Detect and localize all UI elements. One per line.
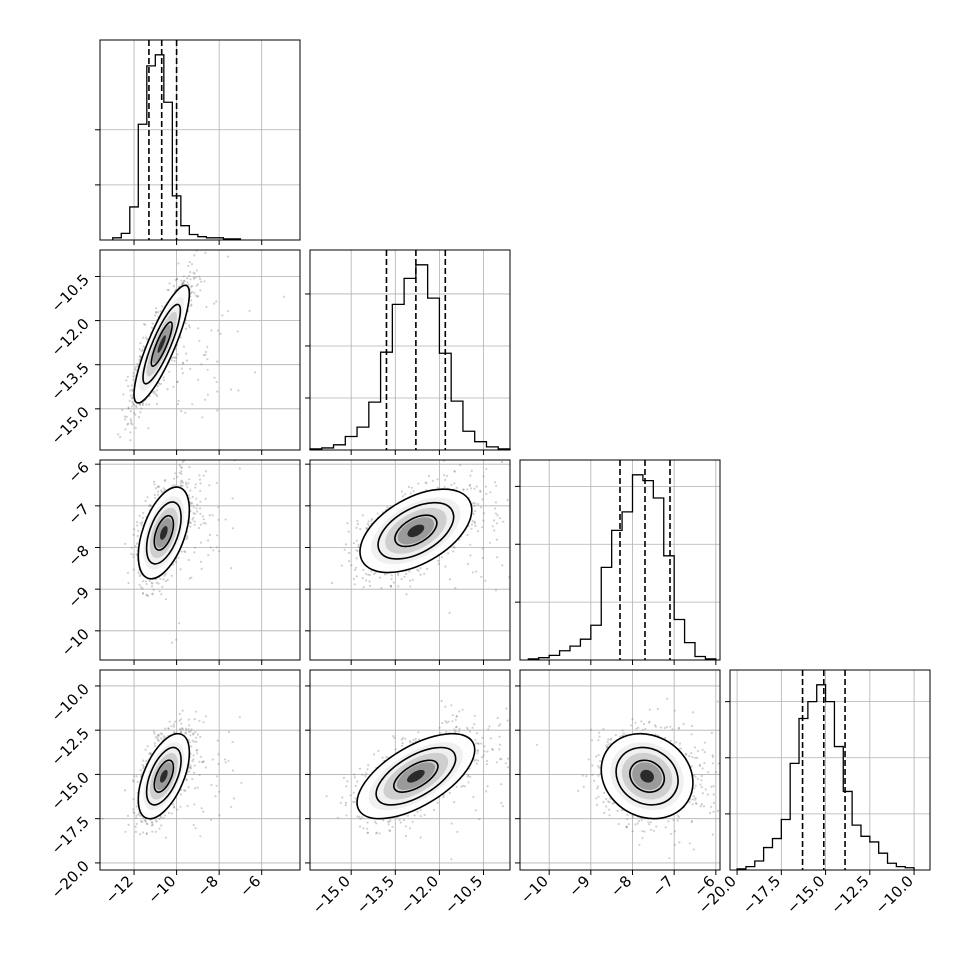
y-tick-label: −15.0 — [48, 769, 93, 814]
histogram-step — [528, 475, 716, 660]
y-tick-label: −6 — [64, 458, 92, 486]
x-tick-label: −10.0 — [872, 872, 917, 917]
x-tick-label: −12.0 — [397, 872, 442, 917]
histogram-panel-v3 — [515, 460, 720, 665]
x-tick-label: −8 — [607, 872, 635, 900]
y-tick-label: −9 — [64, 583, 92, 611]
density-content — [124, 446, 241, 644]
density-panel-v2-v3 — [281, 452, 587, 665]
density-panel-v3-v4: −10−9−8−7−6 — [515, 670, 787, 907]
x-tick-label: −10.5 — [441, 872, 486, 917]
histogram-panel-v2 — [305, 250, 510, 455]
y-tick-label: −15.0 — [48, 403, 93, 448]
density-panel-v1-v3: −10 −9 −8 −7 −6 — [58, 446, 300, 665]
y-tick-label: −12.0 — [48, 315, 93, 360]
histogram-panel-v1 — [95, 40, 300, 245]
y-tick-label: −10.0 — [48, 680, 93, 725]
axes-frame — [310, 250, 510, 450]
y-tick-label: −17.5 — [48, 813, 93, 858]
y-tick-label: −20.0 — [48, 857, 93, 902]
density-panel-v1-v4: −12−10 −8 −6 −20.0−17.5−15.0−12.5−10.0 — [48, 670, 300, 907]
density-content — [536, 698, 787, 860]
density-content — [326, 700, 592, 878]
x-tick-label: −15.0 — [783, 872, 828, 917]
density-panel-v1-v2: −15.0−13.5−12.0−10.5 — [48, 217, 300, 455]
x-tick-label: −12.5 — [827, 872, 872, 917]
y-tick-label: −10.5 — [48, 271, 93, 316]
y-tick-label: −8 — [64, 542, 92, 570]
x-tick-label: −10 — [144, 872, 179, 907]
x-tick-label: −10 — [517, 872, 552, 907]
y-tick-label: −13.5 — [48, 359, 93, 404]
axes-frame — [100, 670, 300, 870]
x-tick-label: −9 — [565, 872, 593, 900]
y-tick-label: −12.5 — [48, 724, 93, 769]
histogram-panel-v4: −20.0−17.5−15.0−12.5−10.0 — [695, 670, 930, 917]
x-tick-label: −13.5 — [353, 872, 398, 917]
histogram-step — [310, 265, 510, 450]
axes-frame — [730, 670, 930, 870]
density-content — [281, 452, 587, 614]
x-tick-label: −6 — [236, 872, 264, 900]
y-tick-label: −10 — [58, 625, 93, 660]
x-tick-label: −17.5 — [739, 872, 784, 917]
density-content — [102, 710, 243, 879]
x-tick-label: −12 — [102, 872, 137, 907]
x-tick-label: −8 — [194, 872, 222, 900]
x-tick-label: −7 — [649, 872, 677, 900]
x-tick-label: −15.0 — [309, 872, 354, 917]
y-tick-label: −7 — [64, 500, 92, 528]
